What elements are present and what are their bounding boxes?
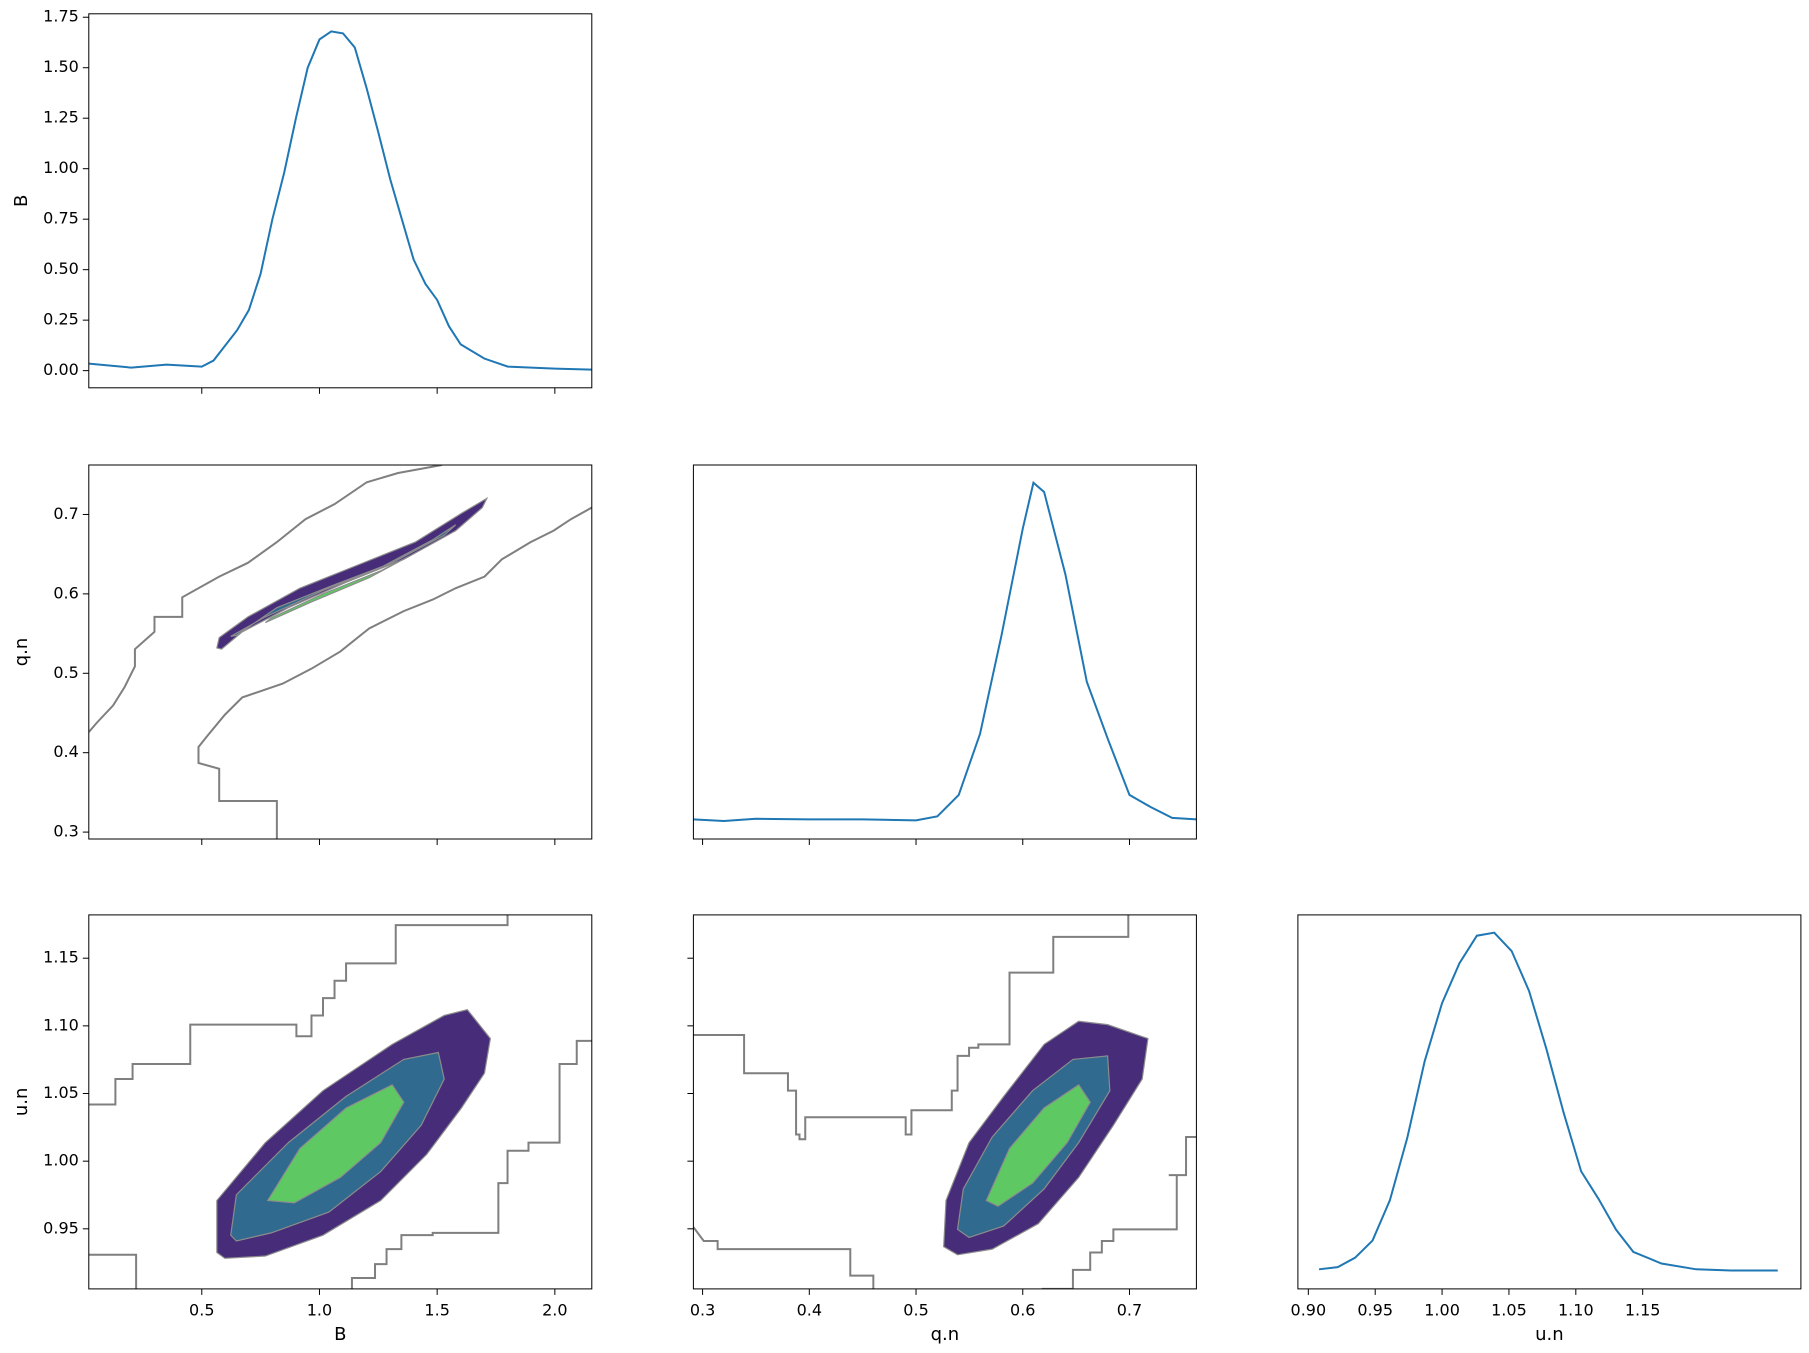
contour-line: [693, 914, 1130, 1141]
x-tick-label: 1.10: [1558, 1300, 1594, 1319]
density-line: [693, 480, 1197, 822]
axes-frame: [692, 464, 1197, 840]
y-tick-label: 0.6: [53, 583, 78, 602]
x-tick-label: 0.90: [1291, 1300, 1327, 1319]
x-tick-label: 1.0: [307, 1300, 332, 1319]
y-tick-label: 1.10: [43, 1015, 79, 1034]
panel: 0.5 1.0 1.5 2.0 0.95 1.00 1.05 1.10 1.15 Bu.n: [11, 914, 593, 1345]
x-tick-label: 2.0: [542, 1300, 567, 1319]
x-tick-label: 1.5: [424, 1300, 449, 1319]
y-axis-label: u.n: [11, 1088, 32, 1117]
contour-fill: [216, 496, 489, 650]
axes-frame: [88, 13, 593, 389]
contour-line: [88, 465, 443, 733]
plot-area: [693, 480, 1197, 822]
y-tick-label: 0.3: [53, 822, 78, 841]
contour-line: [350, 1039, 592, 1289]
contour-line: [88, 1253, 138, 1289]
y-tick-label: 1.25: [43, 108, 79, 127]
x-tick-label: 1.00: [1424, 1300, 1460, 1319]
contour-line: [693, 1226, 875, 1289]
y-axis-label: B: [11, 195, 32, 207]
plot-area: [693, 914, 1197, 1289]
contour-line: [1041, 1135, 1197, 1289]
y-tick-label: 0.95: [43, 1218, 79, 1237]
x-tick-label: 0.3: [690, 1300, 715, 1319]
y-tick-label: 0.50: [43, 259, 79, 278]
plot-area: [88, 30, 592, 371]
axes-frame: [1297, 914, 1802, 1290]
contour-fill: [266, 1084, 405, 1204]
x-tick-label: 0.6: [1010, 1300, 1035, 1319]
contour-fill: [230, 524, 457, 638]
x-tick-label: 0.95: [1357, 1300, 1393, 1319]
y-tick-label: 0.4: [53, 742, 78, 761]
y-axis-label: q.n: [11, 638, 32, 667]
density-line: [88, 30, 592, 371]
y-tick-label: 0.75: [43, 209, 79, 228]
panel: 0.90 0.95 1.00 1.05 1.10 1.15 u.n: [1291, 914, 1802, 1345]
x-tick-label: 1.05: [1491, 1300, 1527, 1319]
y-tick-label: 0.00: [43, 360, 79, 379]
plot-area: [88, 914, 592, 1289]
y-tick-label: 1.00: [43, 158, 79, 177]
contour-line: [197, 506, 592, 839]
density-line: [1318, 931, 1778, 1272]
panel: 0.3 0.4 0.5 0.6 0.7 q.n: [11, 464, 593, 845]
y-tick-label: 1.75: [43, 7, 79, 26]
y-tick-label: 0.7: [53, 504, 78, 523]
y-tick-label: 0.25: [43, 310, 79, 329]
axes-frame: [88, 914, 593, 1290]
y-tick-label: 1.00: [43, 1151, 79, 1170]
x-tick-label: 0.4: [797, 1300, 822, 1319]
y-tick-label: 1.15: [43, 948, 79, 967]
panel: 0.00 0.25 0.50 0.75 1.00 1.25 1.50 1.75 B: [11, 7, 593, 394]
contour-line: [88, 914, 509, 1106]
axes-frame: [88, 464, 593, 840]
x-tick-label: 1.15: [1625, 1300, 1661, 1319]
contour-fill: [985, 1084, 1091, 1207]
panel: 0.3 0.4 0.5 0.6 0.7 q.n: [687, 914, 1197, 1345]
x-tick-label: 0.7: [1117, 1300, 1142, 1319]
x-tick-label: 0.5: [189, 1300, 214, 1319]
panel: [692, 464, 1197, 845]
x-axis-label: B: [334, 1324, 346, 1345]
x-tick-label: 0.5: [903, 1300, 928, 1319]
x-axis-label: q.n: [931, 1324, 960, 1345]
axes-frame: [692, 914, 1197, 1290]
contour-fill: [264, 555, 410, 624]
y-tick-label: 1.05: [43, 1083, 79, 1102]
plot-area: [1318, 931, 1778, 1272]
plot-area: [88, 465, 592, 839]
y-tick-label: 0.5: [53, 663, 78, 682]
y-tick-label: 1.50: [43, 57, 79, 76]
x-axis-label: u.n: [1535, 1324, 1564, 1345]
